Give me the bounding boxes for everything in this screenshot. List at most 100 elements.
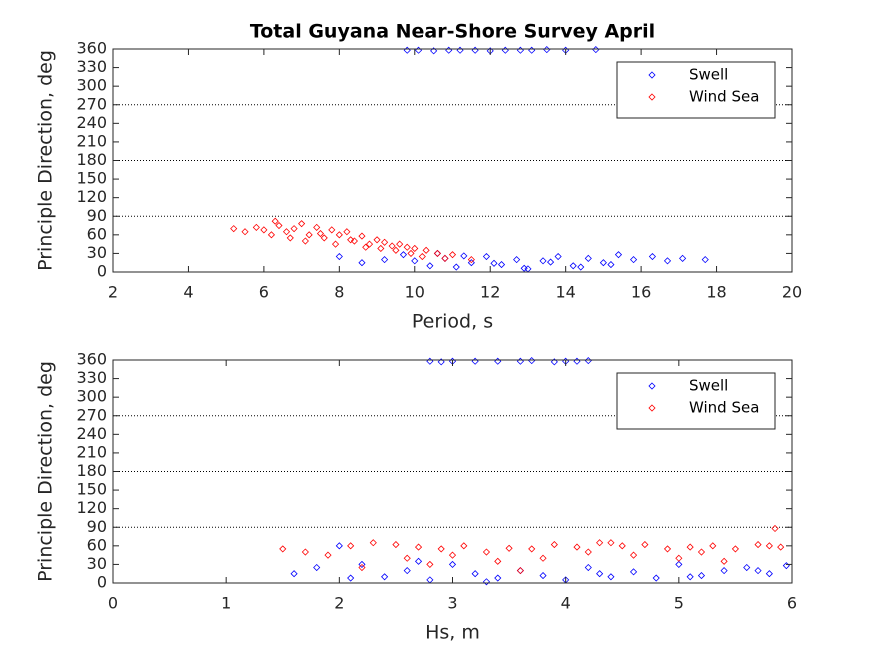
data-point [373,236,381,244]
data-point [426,560,434,568]
data-point [399,251,408,259]
data-point [618,542,626,550]
data-point [471,570,479,578]
data-point [320,234,328,242]
data-point [414,557,423,565]
data-point [771,524,779,533]
data-point [365,240,374,248]
data-point [596,539,604,547]
data-point [403,567,411,575]
y-tick-label: 30 [87,554,107,573]
data-point [539,572,547,580]
data-point [426,262,434,270]
x-tick-label: 20 [782,283,802,302]
data-point [388,242,396,250]
data-point [347,236,355,244]
data-point [411,244,419,253]
y-tick-label: 60 [87,224,107,243]
y-tick-label: 360 [76,350,107,369]
legend-box [616,61,776,119]
data-point [754,541,762,549]
x-tick-label: 4 [183,283,193,302]
data-point [350,237,358,245]
data-point [765,570,773,578]
data-point [467,256,475,264]
data-point [275,221,283,230]
data-point [448,551,457,559]
data-point [347,574,355,582]
data-point [573,543,581,551]
data-point [267,231,275,239]
data-point [437,358,445,366]
data-point [335,252,343,261]
data-point [516,567,524,575]
data-point [754,567,762,575]
data-point [569,262,577,270]
data-point [441,254,449,262]
data-point [335,542,343,550]
legend-label: Wind Sea [689,88,759,106]
data-point [381,256,389,264]
data-point [358,563,366,572]
data-point [490,259,498,267]
data-point [652,574,660,582]
x-tick-label: 6 [787,594,797,613]
y-tick-label: 150 [76,169,107,188]
data-point [765,542,773,550]
data-point [290,225,298,233]
y-tick-label: 270 [76,405,107,424]
y-tick-label: 120 [76,498,107,517]
data-point [630,256,638,264]
y-tick-label: 150 [76,480,107,499]
data-point [418,252,426,261]
data-point [614,251,623,259]
data-point [241,228,249,236]
data-point [377,244,385,253]
data-point [407,249,415,257]
data-point [467,259,475,267]
data-point [528,545,536,553]
data-point [547,258,555,266]
data-point [630,551,638,559]
data-point [403,554,411,562]
data-point [505,544,513,552]
data-point [607,261,615,269]
data-point [316,230,325,238]
chart-title: Total Guyana Near-Shore Survey April [250,21,655,43]
y-tick-label: 180 [76,150,107,169]
data-point [697,572,706,580]
data-point [448,560,457,568]
data-point [720,557,728,565]
x-tick-label: 12 [480,283,500,302]
data-point [392,246,400,254]
data-point [720,567,728,575]
data-point [324,551,332,559]
data-point [663,257,672,265]
y-tick-label: 210 [76,131,107,150]
data-point [381,238,389,246]
data-point [460,542,468,550]
x-tick-label: 2 [334,594,344,613]
data-point [403,243,411,251]
x-tick-label: 10 [405,283,425,302]
y-tick-label: 60 [87,535,107,554]
data-point [701,256,709,264]
y-tick-label: 300 [76,387,107,406]
data-point [313,563,321,572]
x-tick-label: 14 [555,283,575,302]
x-tick-label: 8 [334,283,344,302]
legend-marker [648,93,656,101]
data-point [362,243,370,251]
y-axis-label: Principle Direction, deg [35,361,57,582]
x-tick-label: 2 [108,283,118,302]
legend-label: Wind Sea [689,399,759,417]
data-point [286,234,294,242]
y-tick-label: 0 [97,262,107,281]
data-point [577,263,585,271]
data-point [513,256,521,264]
y-tick-label: 90 [87,206,107,225]
data-point [607,573,615,581]
data-point [411,257,419,265]
